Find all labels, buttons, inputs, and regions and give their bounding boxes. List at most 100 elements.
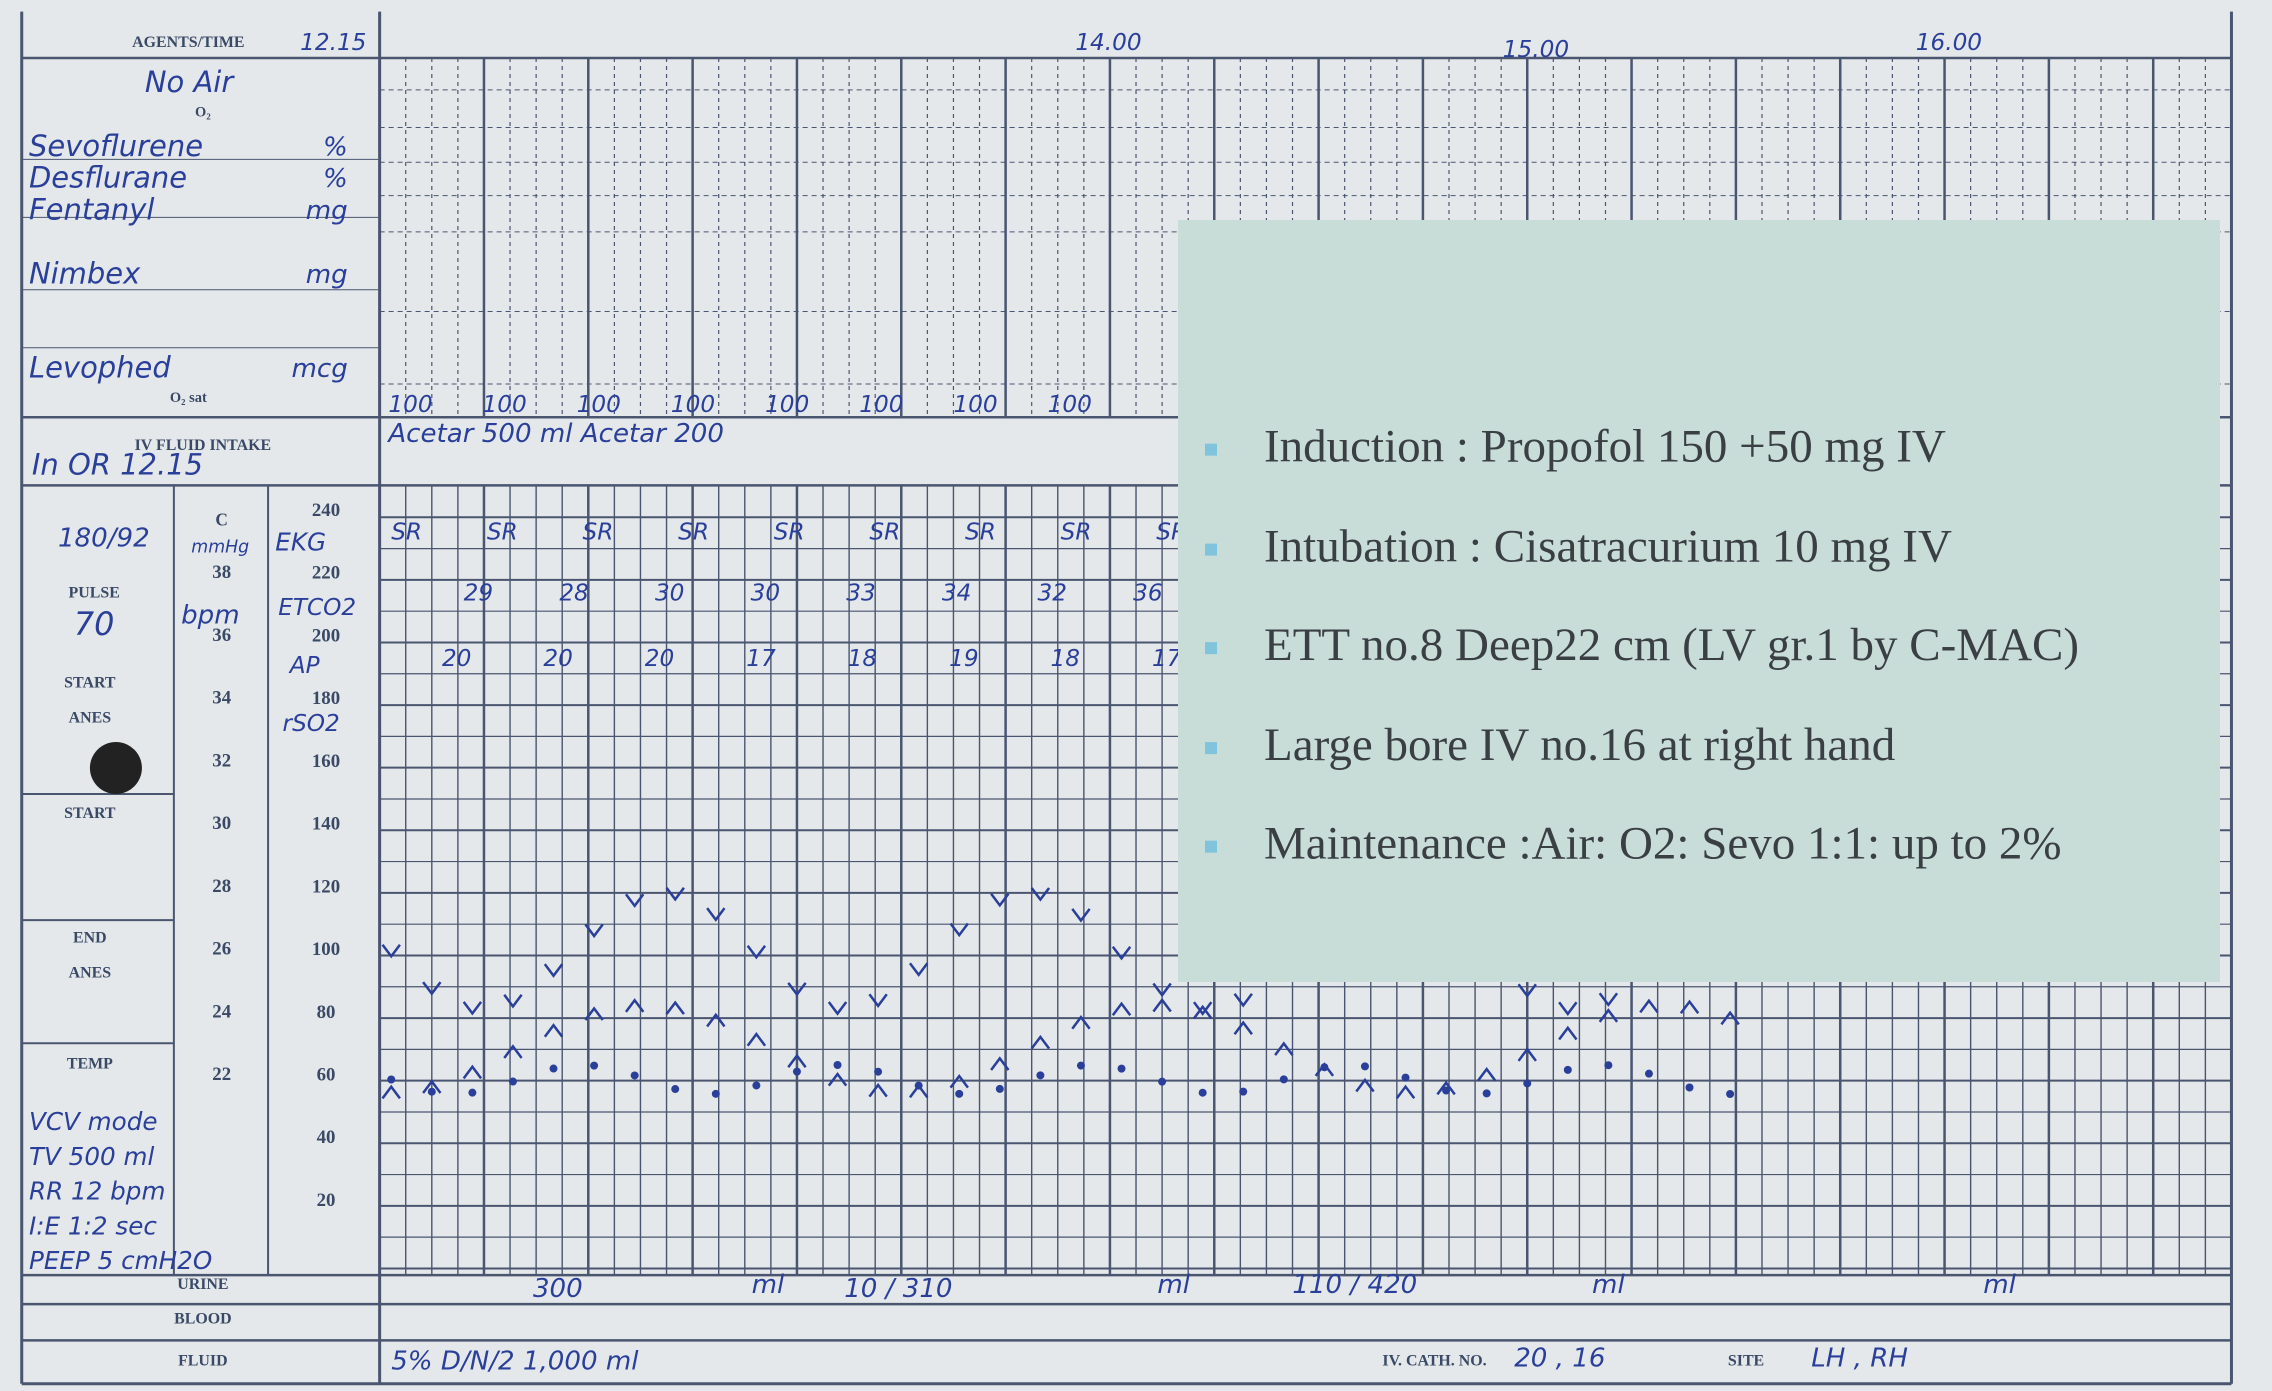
printed-label: 200 bbox=[312, 625, 340, 646]
printed-label: 34 bbox=[212, 688, 231, 709]
pulse-dot bbox=[387, 1076, 395, 1084]
handwritten-text: 19 bbox=[949, 645, 979, 672]
bullet-marker bbox=[1205, 841, 1217, 853]
handwritten-text: SR bbox=[869, 519, 900, 546]
bullet-text: Large bore IV no.16 at right hand bbox=[1264, 719, 1895, 771]
handwritten-text: 12.15 bbox=[300, 29, 366, 56]
handwritten-text: 100 bbox=[388, 391, 432, 418]
handwritten-text: mg bbox=[306, 260, 348, 290]
pulse-dot bbox=[1686, 1083, 1694, 1091]
handwritten-text: ETCO2 bbox=[278, 594, 356, 621]
handwritten-text: 100 bbox=[953, 391, 997, 418]
handwritten-text: Levophed bbox=[29, 350, 171, 384]
handwritten-text: mmHg bbox=[191, 538, 249, 558]
handwritten-text: 110 / 420 bbox=[1292, 1270, 1417, 1300]
pulse-dot bbox=[1564, 1066, 1572, 1074]
printed-label: 20 bbox=[317, 1190, 336, 1211]
pulse-dot bbox=[1036, 1071, 1044, 1079]
handwritten-text: SR bbox=[774, 519, 805, 546]
handwritten-text: 180/92 bbox=[58, 524, 150, 554]
handwritten-text: mg bbox=[306, 196, 348, 226]
pulse-dot bbox=[1320, 1063, 1328, 1071]
handwritten-text: VCV mode bbox=[29, 1107, 158, 1136]
printed-label: O₂ bbox=[195, 104, 211, 120]
handwritten-text: I:E 1:2 sec bbox=[29, 1211, 157, 1240]
pulse-dot bbox=[1077, 1062, 1085, 1070]
handwritten-text: 32 bbox=[1037, 580, 1067, 607]
pulse-dot bbox=[712, 1090, 720, 1098]
handwritten-text: Nimbex bbox=[29, 256, 141, 290]
bullet-text: Maintenance :Air: O2: Sevo 1:1: up to 2% bbox=[1264, 817, 2062, 869]
printed-label: C bbox=[215, 511, 228, 530]
bullet-text: ETT no.8 Deep22 cm (LV gr.1 by C-MAC) bbox=[1264, 619, 2079, 671]
pulse-dot bbox=[428, 1088, 436, 1096]
printed-label: BLOOD bbox=[174, 1311, 232, 1328]
bullet-text: Intubation : Cisatracurium 10 mg IV bbox=[1264, 520, 1952, 572]
bullet-marker bbox=[1205, 742, 1217, 754]
handwritten-text: TV 500 ml bbox=[29, 1142, 155, 1171]
handwritten-text: 100 bbox=[1048, 391, 1092, 418]
handwritten-text: AP bbox=[288, 652, 320, 679]
printed-label: URINE bbox=[177, 1276, 228, 1293]
pulse-dot bbox=[874, 1068, 882, 1076]
handwritten-text: 17 bbox=[1152, 645, 1182, 672]
handwritten-text: 18 bbox=[1051, 645, 1081, 672]
handwritten-text: Sevoflurene bbox=[29, 129, 203, 163]
handwritten-text: % bbox=[323, 132, 348, 162]
handwritten-text: LH , RH bbox=[1811, 1344, 1908, 1374]
handwritten-text: 300 bbox=[533, 1274, 583, 1304]
pulse-dot bbox=[1118, 1065, 1126, 1073]
pulse-dot bbox=[834, 1061, 842, 1069]
handwritten-text: RR 12 bpm bbox=[29, 1177, 165, 1206]
printed-label: ANES bbox=[69, 964, 112, 981]
pulse-dot bbox=[1726, 1090, 1734, 1098]
handwritten-text: 15.00 bbox=[1503, 36, 1569, 63]
printed-label: SITE bbox=[1728, 1353, 1764, 1370]
pulse-dot bbox=[793, 1068, 801, 1076]
printed-label: 140 bbox=[312, 814, 340, 835]
handwritten-text: bpm bbox=[181, 600, 240, 630]
handwritten-text: 100 bbox=[483, 391, 527, 418]
handwritten-text: 14.00 bbox=[1075, 29, 1141, 56]
printed-label: AGENTS/TIME bbox=[132, 34, 244, 51]
pulse-dot bbox=[509, 1078, 517, 1086]
pulse-dot bbox=[1442, 1087, 1450, 1095]
pulse-dot bbox=[1483, 1089, 1491, 1097]
handwritten-text: 20 , 16 bbox=[1514, 1344, 1605, 1374]
handwritten-text: 29 bbox=[464, 580, 494, 607]
pulse-dot bbox=[1645, 1070, 1653, 1078]
overlay-box: Induction : Propofol 150 +50 mg IVIntuba… bbox=[1178, 220, 2220, 982]
printed-label: START bbox=[64, 675, 116, 692]
handwritten-text: 28 bbox=[559, 580, 589, 607]
printed-label: 120 bbox=[312, 876, 340, 897]
pulse-dot bbox=[550, 1065, 558, 1073]
printed-label: IV. CATH. NO. bbox=[1382, 1353, 1486, 1370]
handwritten-text: ml bbox=[1157, 1270, 1190, 1300]
handwritten-text: 20 bbox=[442, 645, 472, 672]
pulse-dot bbox=[1158, 1078, 1166, 1086]
handwritten-text: SR bbox=[391, 519, 422, 546]
handwritten-text: No Air bbox=[145, 65, 235, 99]
handwritten-text: Desflurane bbox=[29, 161, 187, 195]
printed-label: 24 bbox=[212, 1001, 231, 1022]
anesthesia-record: AGENTS/TIMEO₂O₂ satIV FLUID INTAKEPULSES… bbox=[0, 0, 2272, 1391]
handwritten-text: 36 bbox=[1133, 580, 1163, 607]
handwritten-text: 20 bbox=[543, 645, 573, 672]
pulse-dot bbox=[631, 1071, 639, 1079]
printed-label: 240 bbox=[312, 500, 340, 521]
printed-label: 32 bbox=[212, 750, 231, 771]
pulse-dot bbox=[1239, 1088, 1247, 1096]
handwritten-text: ml bbox=[1983, 1270, 2016, 1300]
handwritten-text: ml bbox=[752, 1270, 785, 1300]
handwritten-text: SR bbox=[678, 519, 709, 546]
handwritten-text: SR bbox=[1061, 519, 1092, 546]
handwritten-text: % bbox=[323, 164, 348, 194]
handwritten-text: In OR 12.15 bbox=[32, 448, 203, 482]
printed-label: PULSE bbox=[69, 585, 120, 602]
handwritten-text: EKG bbox=[275, 527, 326, 556]
printed-label: FLUID bbox=[178, 1353, 228, 1370]
handwritten-text: SR bbox=[487, 519, 518, 546]
printed-label: 80 bbox=[317, 1002, 336, 1023]
pulse-dot bbox=[1280, 1075, 1288, 1083]
printed-label: 40 bbox=[317, 1127, 336, 1148]
